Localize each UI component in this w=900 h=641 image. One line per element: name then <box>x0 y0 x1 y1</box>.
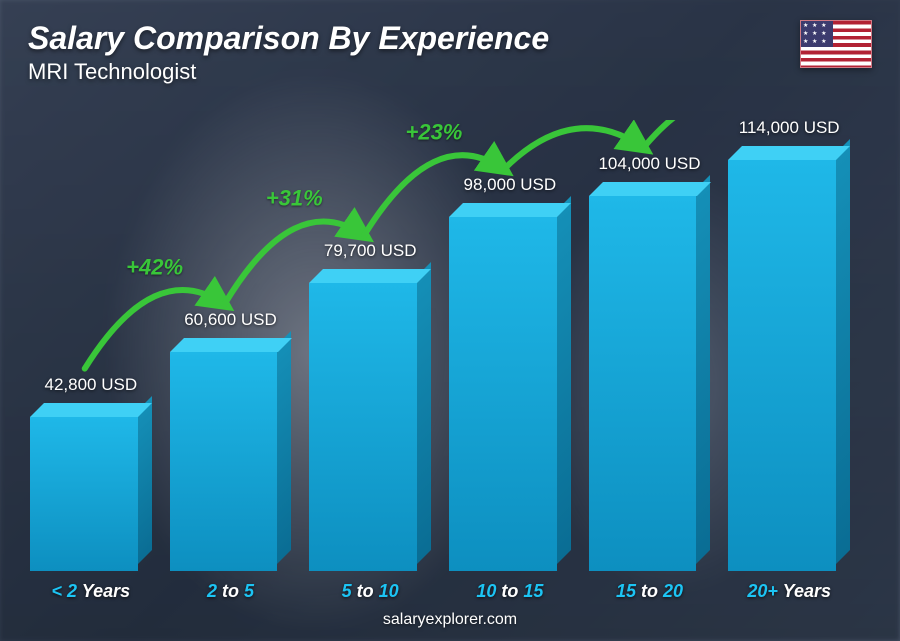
bar-value-label: 60,600 USD <box>184 310 277 330</box>
chart-subtitle: MRI Technologist <box>28 59 549 85</box>
bar-slot: 60,600 USD2 to 5 <box>170 120 292 571</box>
bar <box>728 160 850 571</box>
bar-category-label: 20+ Years <box>747 581 831 602</box>
bar-value-label: 42,800 USD <box>45 375 138 395</box>
bar-slot: 98,000 USD10 to 15 <box>449 120 571 571</box>
bar-slot: 114,000 USD20+ Years <box>728 120 850 571</box>
bar-slot: 42,800 USD< 2 Years <box>30 120 152 571</box>
bar-category-label: < 2 Years <box>52 581 131 602</box>
bar <box>589 196 711 571</box>
bar <box>30 417 152 571</box>
header: Salary Comparison By Experience MRI Tech… <box>28 20 872 85</box>
bar-slot: 104,000 USD15 to 20 <box>589 120 711 571</box>
us-flag-icon <box>800 20 872 68</box>
chart-title: Salary Comparison By Experience <box>28 20 549 57</box>
bar <box>309 283 431 571</box>
bar <box>170 352 292 571</box>
footer-attribution: salaryexplorer.com <box>0 611 900 629</box>
bar-value-label: 104,000 USD <box>598 154 700 174</box>
bar-value-label: 98,000 USD <box>464 175 557 195</box>
bar-category-label: 10 to 15 <box>476 581 543 602</box>
bar-slot: 79,700 USD5 to 10 <box>309 120 431 571</box>
bar-value-label: 79,700 USD <box>324 241 417 261</box>
bar-category-label: 15 to 20 <box>616 581 683 602</box>
bar-chart: 42,800 USD< 2 Years60,600 USD2 to 579,70… <box>30 120 850 571</box>
title-block: Salary Comparison By Experience MRI Tech… <box>28 20 549 85</box>
bars-container: 42,800 USD< 2 Years60,600 USD2 to 579,70… <box>30 120 850 571</box>
bar-category-label: 2 to 5 <box>207 581 254 602</box>
bar-value-label: 114,000 USD <box>739 118 840 138</box>
bar <box>449 217 571 571</box>
bar-category-label: 5 to 10 <box>342 581 399 602</box>
